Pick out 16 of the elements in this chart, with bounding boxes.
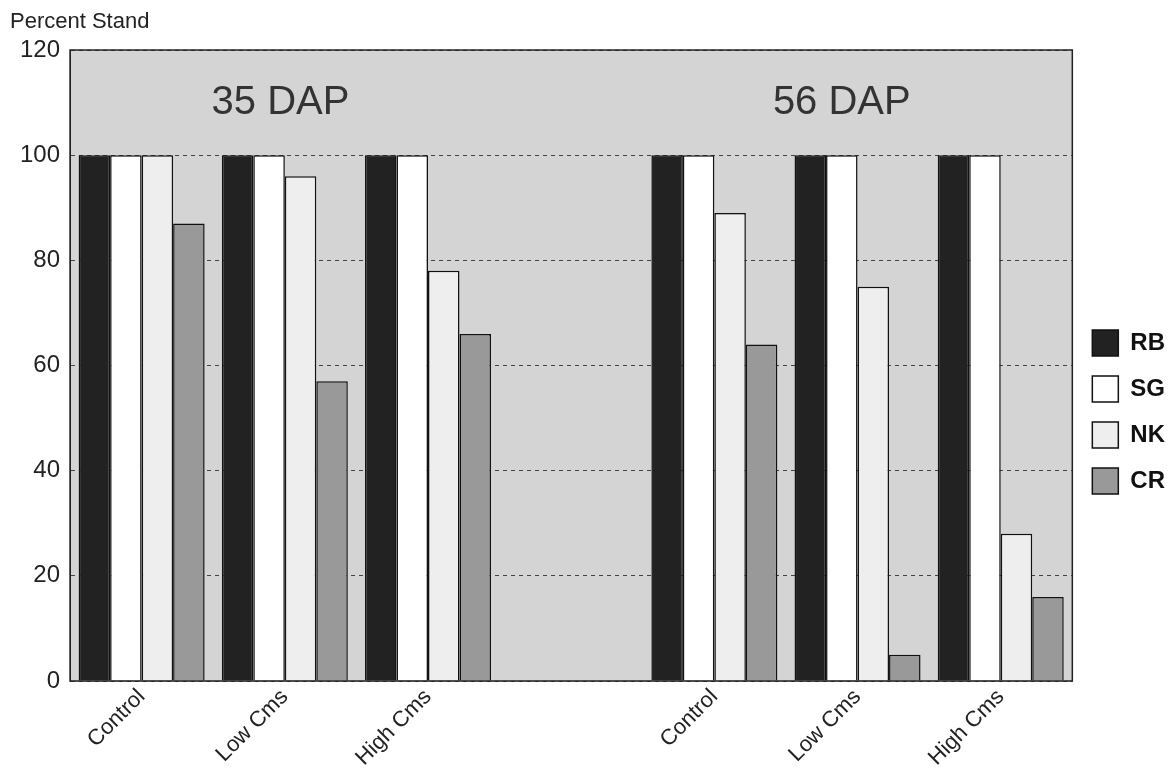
y-tick-label: 20	[33, 560, 61, 588]
y-tick-label: 0	[46, 665, 61, 693]
legend-label: NK	[1130, 419, 1166, 447]
y-tick-label: 40	[33, 455, 61, 483]
y-tick-label: 60	[33, 350, 61, 378]
legend-label: SG	[1130, 373, 1166, 401]
x-tick-label: Low Cms	[782, 683, 866, 767]
y-axis-title: Percent Stand	[10, 8, 150, 34]
x-tick-label: Low Cms	[210, 683, 293, 767]
annotation: 56 DAP	[772, 77, 911, 122]
legend-label: RB	[1130, 327, 1165, 355]
annotation: 35 DAP	[211, 77, 350, 122]
y-tick-label: 100	[20, 139, 61, 167]
y-tick-label: 120	[20, 34, 61, 62]
legend-label: CR	[1130, 465, 1165, 493]
y-tick-label: 80	[33, 244, 61, 272]
